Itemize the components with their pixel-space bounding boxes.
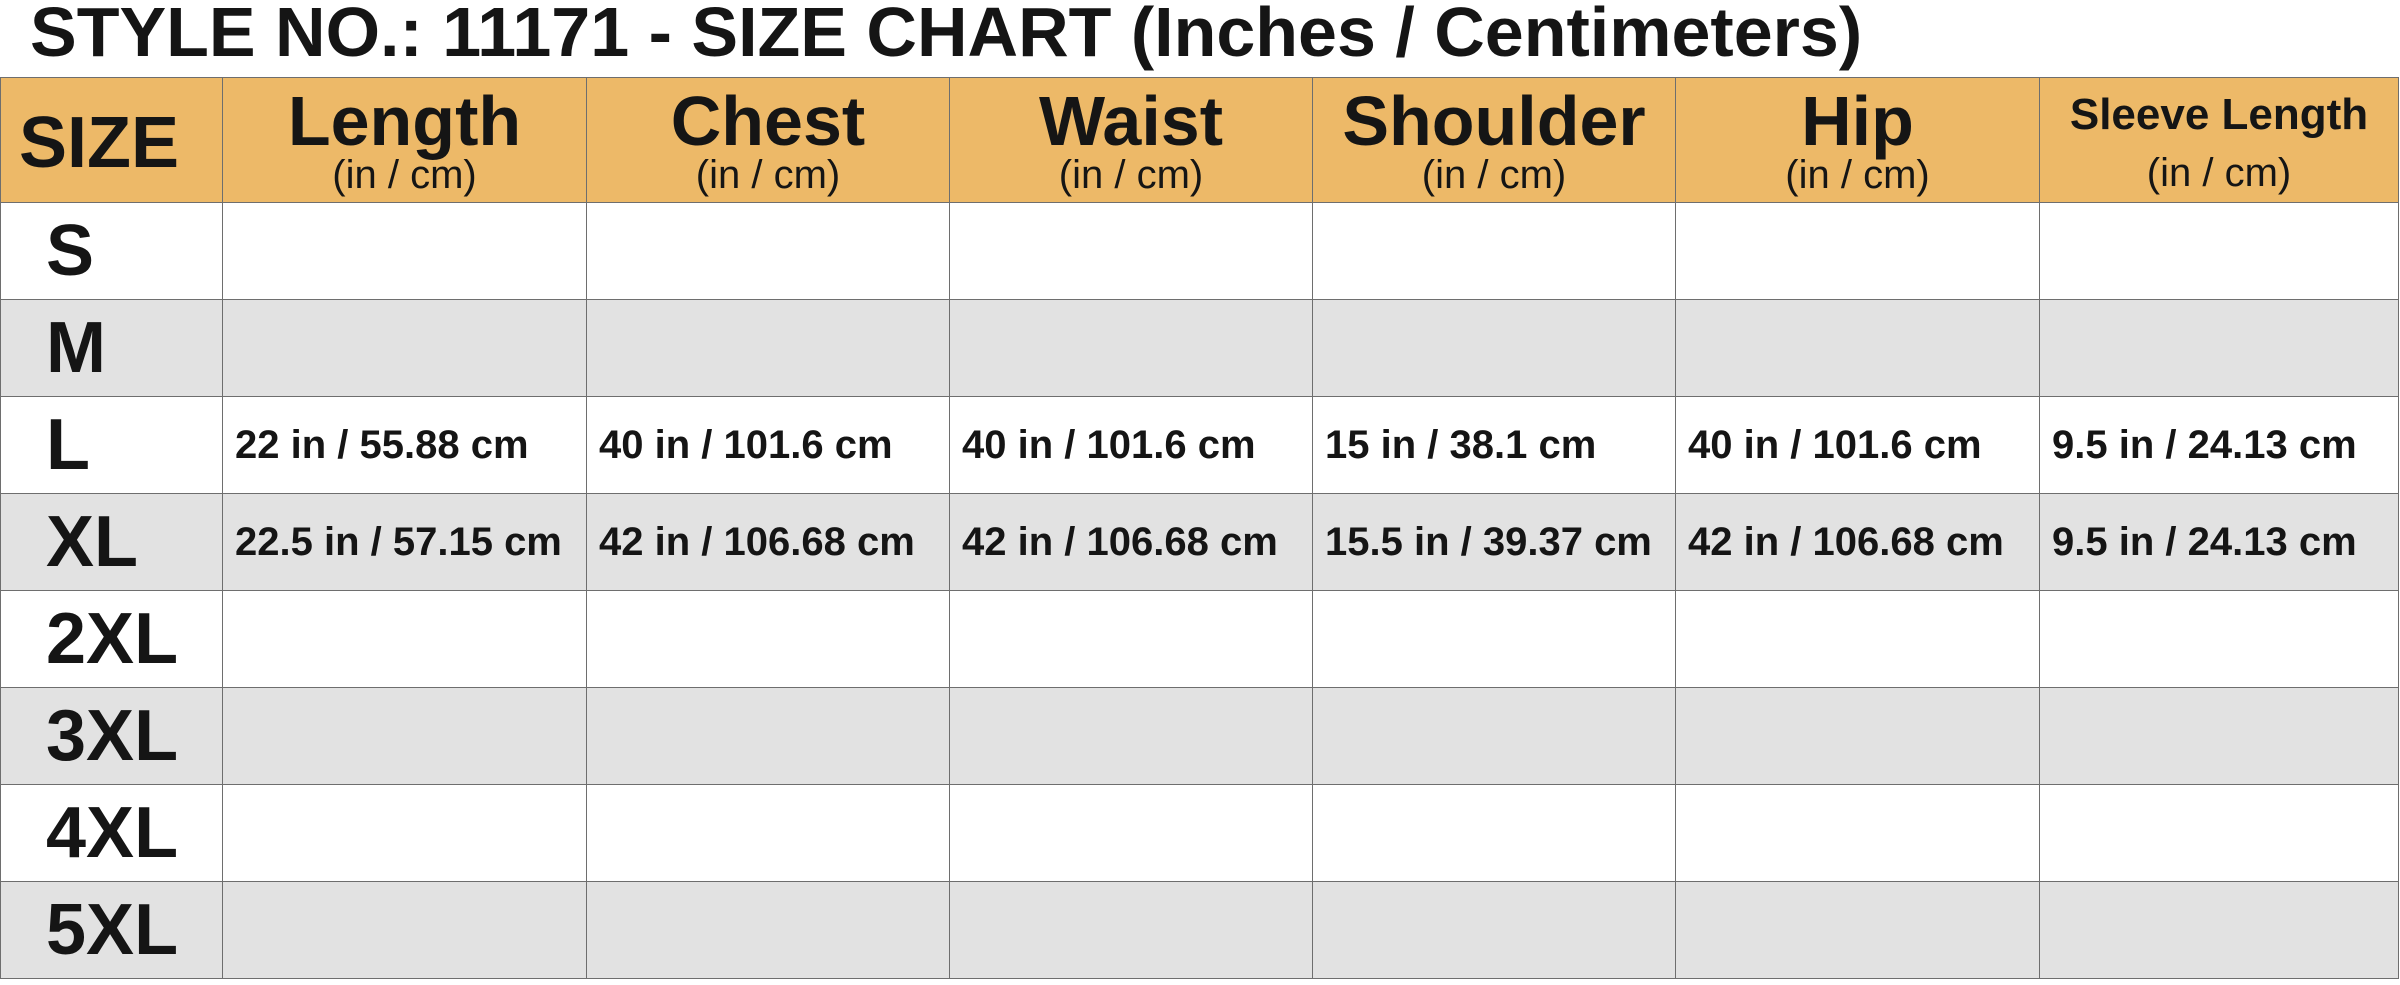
measurement-cell: [1675, 590, 2040, 688]
measurement-cell: [2039, 590, 2399, 688]
column-header-unit: (in / cm): [332, 153, 477, 197]
table-row: 3XL: [0, 687, 2399, 785]
size-cell: S: [0, 202, 223, 300]
size-cell: M: [0, 299, 223, 397]
measurement-cell: [2039, 881, 2399, 979]
column-header-label: SIZE: [19, 103, 180, 183]
measurement-cell: [949, 687, 1313, 785]
measurement-cell: [949, 299, 1313, 397]
measurement-cell: [586, 202, 950, 300]
column-header-label: Hip: [1801, 82, 1914, 160]
size-chart-table: SIZE Length (in / cm) Chest (in / cm) Waist(…: [0, 77, 2399, 979]
column-header-unit: (in / cm): [1421, 153, 1567, 197]
measurement-cell: 40 in / 101.6 cm: [1675, 396, 2040, 494]
measurement-cell: [1312, 590, 1676, 688]
size-cell: 3XL: [0, 687, 223, 785]
size-cell: 4XL: [0, 784, 223, 882]
measurement-cell: [1675, 299, 2040, 397]
column-header-unit: (in / cm): [2146, 151, 2292, 195]
size-cell: 5XL: [0, 881, 223, 979]
measurement-cell: [1312, 784, 1676, 882]
measurement-cell: [949, 784, 1313, 882]
table-row: L 22 in / 55.88 cm 40 in / 101.6 cm 40 in /…: [0, 396, 2399, 494]
column-header-unit: (in / cm): [1785, 153, 1930, 197]
measurement-cell: [586, 687, 950, 785]
size-cell: 2XL: [0, 590, 223, 688]
header-row: SIZE Length (in / cm) Chest (in / cm) Waist(…: [0, 77, 2399, 203]
measurement-cell: [949, 881, 1313, 979]
measurement-cell: 42 in / 106.68 cm: [586, 493, 950, 591]
table-row: 2XL: [0, 590, 2399, 688]
column-header-length: Length (in / cm): [222, 77, 587, 203]
measurement-cell: [222, 590, 587, 688]
measurement-cell: [1675, 687, 2040, 785]
measurement-cell: [1312, 202, 1676, 300]
column-header-size: SIZE: [0, 77, 223, 203]
measurement-cell: 40 in / 101.6 cm: [949, 396, 1313, 494]
measurement-cell: [949, 202, 1313, 300]
column-header-waist: Waist (in / cm): [949, 77, 1313, 203]
page-title: STYLE NO.: 11171 - SIZE CHART (Inches / …: [30, 0, 1863, 71]
column-header-hip: Hip (in / cm): [1675, 77, 2040, 203]
measurement-cell: [222, 881, 587, 979]
measurement-cell: [2039, 202, 2399, 300]
table-row: 4XL: [0, 784, 2399, 882]
measurement-cell: [586, 784, 950, 882]
table-row: S: [0, 202, 2399, 300]
measurement-cell: 22 in / 55.88 cm: [222, 396, 587, 494]
measurement-cell: [1312, 299, 1676, 397]
size-cell: L: [0, 396, 223, 494]
measurement-cell: [222, 202, 587, 300]
measurement-cell: [949, 590, 1313, 688]
measurement-cell: [2039, 299, 2399, 397]
column-header-label: Shoulder: [1342, 82, 1646, 160]
column-header-label: Waist: [1038, 82, 1224, 160]
table-row: XL 22.5 in / 57.15 cm 42 in / 106.68 cm 42 …: [0, 493, 2399, 591]
measurement-cell: [586, 299, 950, 397]
measurement-cell: [222, 299, 587, 397]
measurement-cell: [1675, 202, 2040, 300]
measurement-cell: 40 in / 101.6 cm: [586, 396, 950, 494]
measurement-cell: [2039, 687, 2399, 785]
measurement-cell: [222, 687, 587, 785]
measurement-cell: 15 in / 38.1 cm: [1312, 396, 1676, 494]
measurement-cell: [1312, 881, 1676, 979]
table-row: M: [0, 299, 2399, 397]
column-header-shoulder: Shoulder (in / cm): [1312, 77, 1676, 203]
column-header-chest: Chest (in / cm): [586, 77, 950, 203]
measurement-cell: [586, 881, 950, 979]
size-cell: XL: [0, 493, 223, 591]
measurement-cell: [586, 590, 950, 688]
measurement-cell: [1312, 687, 1676, 785]
column-header-label: Length: [287, 82, 522, 160]
column-header-label: Sleeve Length: [2069, 90, 2369, 139]
column-header-unit: (in / cm): [1058, 153, 1204, 197]
measurement-cell: [1675, 881, 2040, 979]
measurement-cell: 9.5 in / 24.13 cm: [2039, 396, 2399, 494]
measurement-cell: 22.5 in / 57.15 cm: [222, 493, 587, 591]
table-row: 5XL: [0, 881, 2399, 979]
measurement-cell: 15.5 in / 39.37 cm: [1312, 493, 1676, 591]
measurement-cell: 42 in / 106.68 cm: [1675, 493, 2040, 591]
measurement-cell: 42 in / 106.68 cm: [949, 493, 1313, 591]
column-header-unit: (in / cm): [695, 153, 841, 197]
measurement-cell: [2039, 784, 2399, 882]
measurement-cell: [1675, 784, 2040, 882]
measurement-cell: 9.5 in / 24.13 cm: [2039, 493, 2399, 591]
measurement-cell: [222, 784, 587, 882]
column-header-sleeve-length: Sleeve Length (in / cm): [2039, 77, 2399, 203]
column-header-label: Chest: [670, 82, 866, 160]
